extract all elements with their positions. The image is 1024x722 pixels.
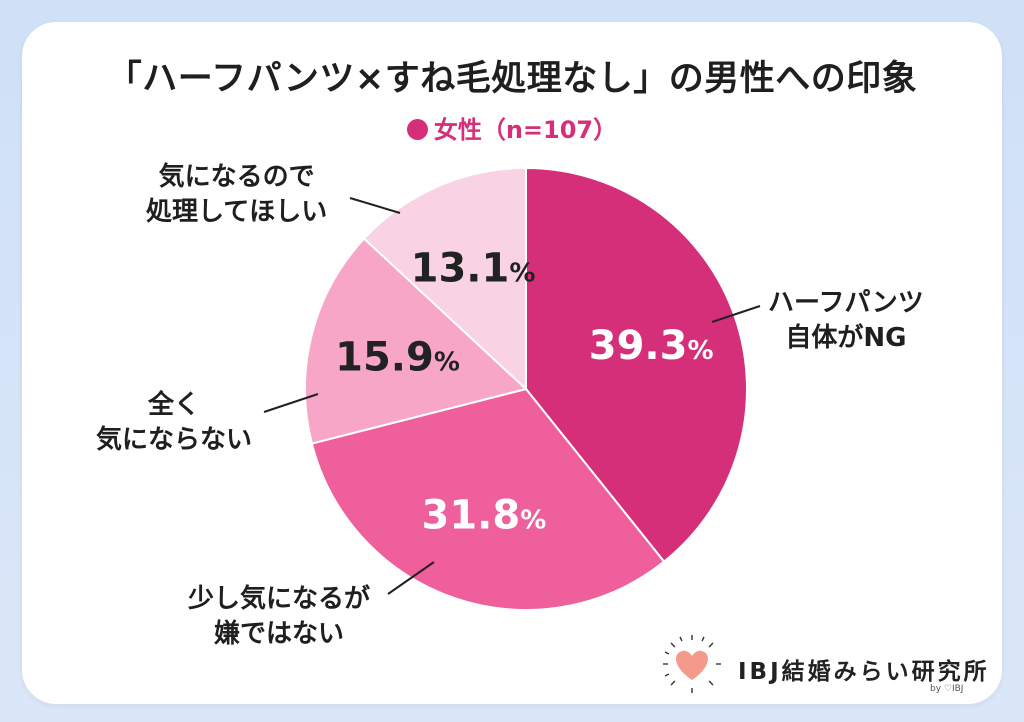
- legend: 女性（n=107）: [0, 110, 1024, 145]
- leader-line-3: [349, 197, 401, 214]
- value-label-2: 15.9%: [335, 334, 460, 380]
- logo-sub: by ♡IBJ: [930, 684, 964, 694]
- leader-line-2: [263, 393, 319, 413]
- leader-lines: [263, 197, 761, 595]
- value-label-1: 31.8%: [421, 493, 546, 539]
- pie-slice-3: [362, 166, 527, 392]
- chart-title: 「ハーフパンツ×すね毛処理なし」の男性への印象: [106, 59, 918, 99]
- slice-label-3: 気になるので 処理してほしい: [146, 162, 328, 227]
- leader-line-1: [387, 561, 435, 595]
- pie-slices: [304, 166, 748, 611]
- legend-swatch: [406, 119, 428, 140]
- slice-label-2: 全く 気にならない: [96, 390, 253, 455]
- slice-label-0: ハーフパンツ 自体がNG: [768, 288, 924, 353]
- pie-slice-1: [310, 387, 666, 611]
- pie-slice-2: [304, 237, 529, 445]
- pie-slice-0: [525, 166, 748, 563]
- legend-label: 女性（n=107）: [433, 116, 618, 144]
- logo-text: IBJ結婚みらい研究所: [738, 659, 990, 685]
- value-label-3: 13.1%: [411, 245, 536, 291]
- slice-label-1: 少し気になるが 嫌ではない: [188, 584, 371, 649]
- leader-line-0: [711, 305, 761, 323]
- brand-logo: IBJ結婚みらい研究所 by ♡IBJ: [660, 632, 990, 694]
- value-label-0: 39.3%: [589, 323, 714, 369]
- value-labels: 39.3% 31.8% 15.9% 13.1%: [335, 245, 713, 538]
- heart-icon: [663, 635, 721, 693]
